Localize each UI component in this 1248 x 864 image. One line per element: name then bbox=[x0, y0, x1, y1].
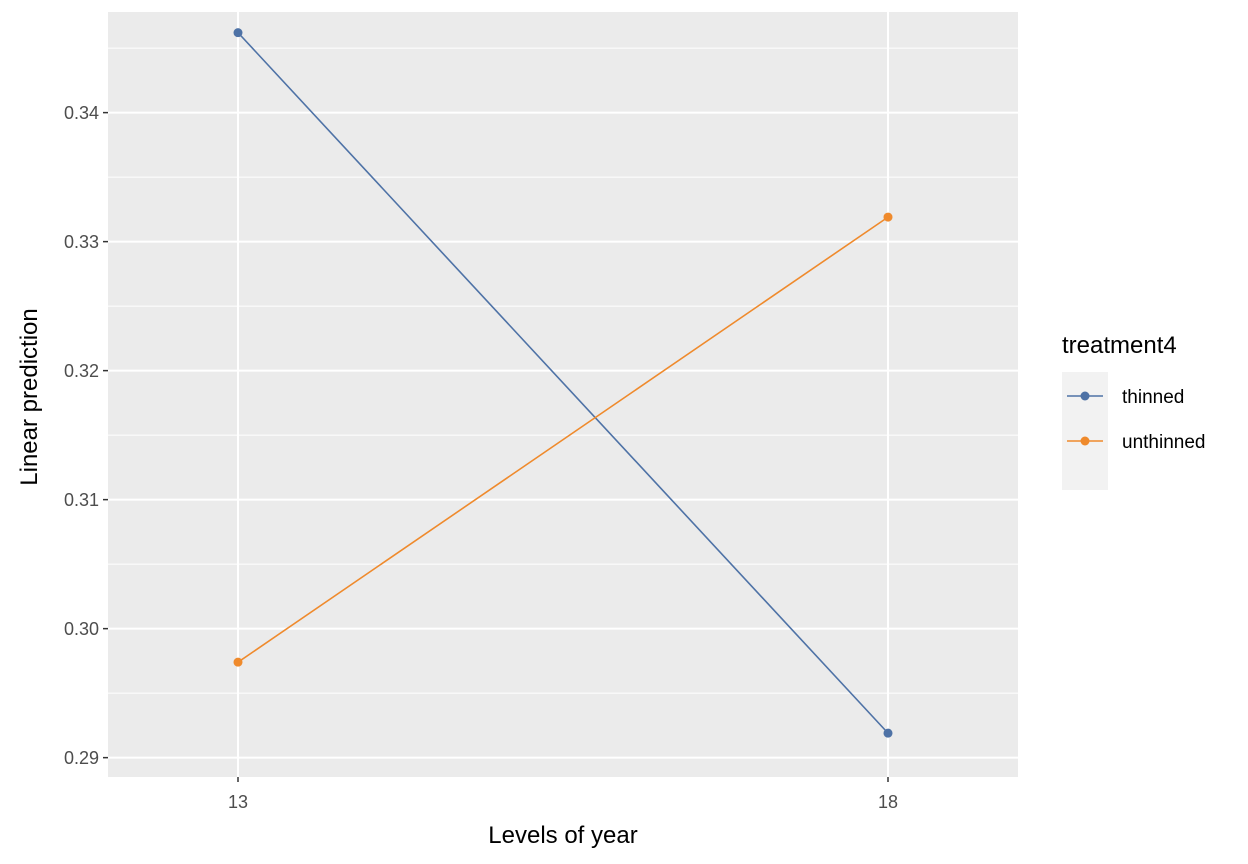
legend-key-point bbox=[1080, 436, 1090, 446]
legend: treatment4 thinned unthinned bbox=[1062, 332, 1205, 490]
legend-items: thinned unthinned bbox=[1067, 387, 1205, 453]
y-tick-label: 0.33 bbox=[64, 232, 99, 252]
y-tick-label: 0.29 bbox=[64, 748, 99, 768]
data-point-unthinned bbox=[233, 657, 243, 667]
legend-label: thinned bbox=[1122, 387, 1184, 408]
y-tick-label: 0.34 bbox=[64, 103, 99, 123]
x-axis: 13 18 bbox=[228, 777, 898, 812]
x-axis-title: Levels of year bbox=[488, 822, 637, 849]
panel-background bbox=[108, 12, 1018, 777]
x-tick-label: 18 bbox=[878, 792, 898, 812]
legend-key-background bbox=[1062, 372, 1108, 490]
legend-title: treatment4 bbox=[1062, 332, 1177, 359]
minor-gridlines bbox=[108, 47, 1018, 694]
y-tick-label: 0.31 bbox=[64, 490, 99, 510]
data-point-thinned bbox=[233, 28, 243, 38]
y-axis-title: Linear prediction bbox=[16, 308, 43, 485]
series-layer bbox=[233, 28, 893, 738]
series-line-unthinned bbox=[237, 216, 889, 663]
y-tick-label: 0.32 bbox=[64, 361, 99, 381]
y-tick-label: 0.30 bbox=[64, 619, 99, 639]
legend-label: unthinned bbox=[1122, 432, 1205, 453]
legend-key-point bbox=[1080, 391, 1090, 401]
data-point-thinned bbox=[883, 728, 893, 738]
x-tick-label: 13 bbox=[228, 792, 248, 812]
series-line-thinned bbox=[237, 32, 889, 734]
data-point-unthinned bbox=[883, 212, 893, 222]
y-axis: 0.29 0.30 0.31 0.32 0.33 0.34 bbox=[64, 103, 108, 768]
major-gridlines bbox=[108, 12, 1018, 777]
